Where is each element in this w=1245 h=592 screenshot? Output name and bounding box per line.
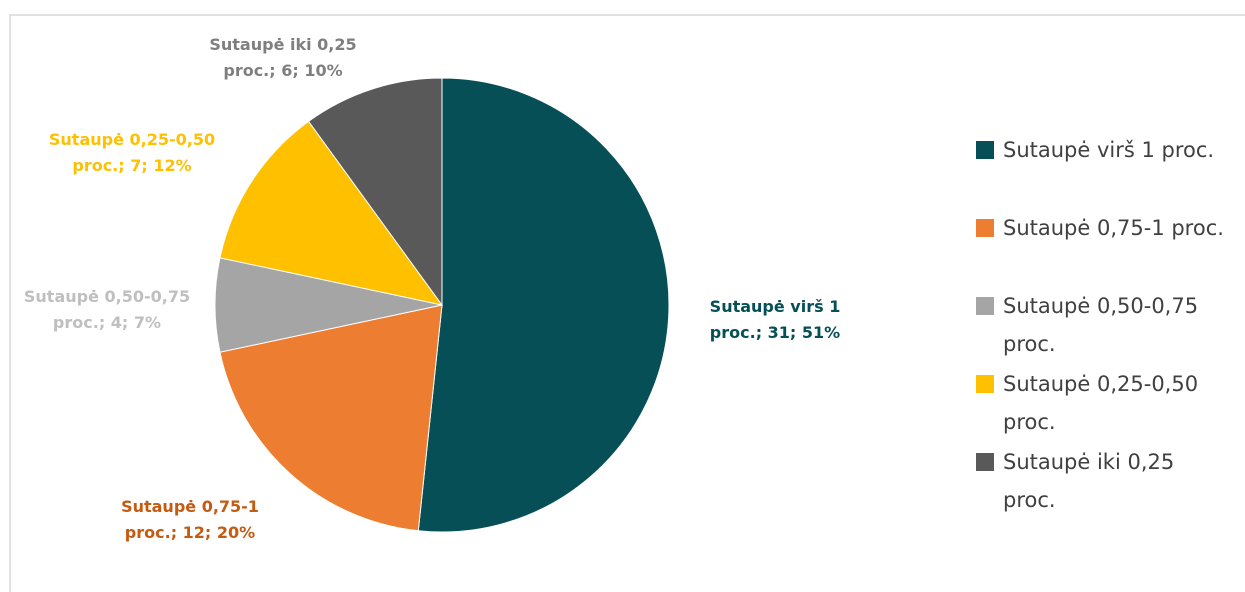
legend-swatch [976,141,994,159]
legend-swatch [976,297,994,315]
legend-label: Sutaupė 0,25-0,50 proc. [1003,372,1199,434]
data-label: Sutaupė iki 0,25 proc.; 6; 10% [209,35,357,80]
legend-label: Sutaupė 0,50-0,75 proc. [1003,294,1199,356]
legend-swatch [976,375,994,393]
data-label: Sutaupė 0,25-0,50 proc.; 7; 12% [48,130,216,175]
legend-label: Sutaupė virš 1 proc. [1003,138,1215,162]
pie-slice [219,304,443,532]
data-label: Sutaupė virš 1 proc.; 31; 51% [709,297,841,342]
data-label: Sutaupė 0,50-0,75 proc.; 4; 7% [23,287,191,332]
legend-label: Sutaupė iki 0,25 proc. [1003,450,1175,512]
pie-slice [219,120,444,306]
legend-swatch [976,219,994,237]
data-label: Sutaupė 0,75-1 proc.; 12; 20% [121,497,259,542]
legend-swatch [976,453,994,471]
pie-slice [307,77,443,307]
legend-label: Sutaupė 0,75-1 proc. [1003,216,1224,240]
chart-border [9,14,1245,592]
pie-slice [417,77,670,533]
